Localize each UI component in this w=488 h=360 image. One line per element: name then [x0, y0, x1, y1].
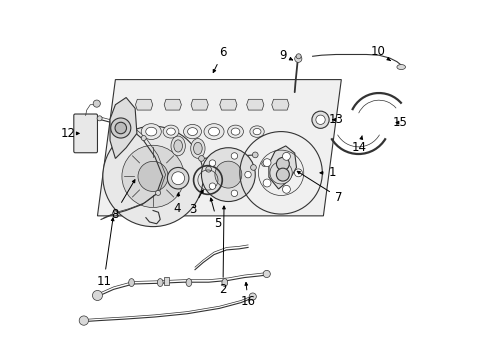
Circle shape [296, 54, 301, 59]
Ellipse shape [145, 127, 157, 136]
Text: 1: 1 [319, 166, 335, 179]
Ellipse shape [208, 127, 219, 136]
Circle shape [205, 166, 211, 172]
Polygon shape [271, 99, 288, 110]
Text: 12: 12 [60, 127, 79, 140]
Circle shape [209, 183, 215, 189]
Circle shape [294, 169, 302, 177]
Circle shape [252, 152, 258, 158]
Polygon shape [246, 99, 264, 110]
Ellipse shape [253, 129, 261, 135]
Circle shape [102, 126, 203, 226]
Ellipse shape [157, 279, 163, 287]
Circle shape [110, 118, 131, 138]
Text: 5: 5 [210, 198, 221, 230]
Circle shape [93, 100, 100, 107]
Polygon shape [268, 146, 296, 189]
Circle shape [155, 190, 160, 195]
Polygon shape [164, 99, 181, 110]
Ellipse shape [193, 142, 202, 154]
Circle shape [115, 122, 126, 134]
Ellipse shape [174, 140, 182, 152]
Circle shape [244, 171, 251, 178]
Polygon shape [110, 98, 137, 158]
Circle shape [138, 161, 168, 192]
Text: 10: 10 [370, 45, 389, 61]
Ellipse shape [231, 128, 240, 135]
Text: 14: 14 [351, 136, 366, 154]
Circle shape [282, 185, 290, 193]
Text: 16: 16 [240, 283, 255, 309]
Text: 3: 3 [188, 190, 203, 216]
Circle shape [141, 135, 146, 140]
Ellipse shape [183, 125, 201, 139]
Circle shape [198, 156, 204, 161]
Circle shape [171, 172, 184, 185]
Circle shape [249, 293, 256, 300]
Text: 2: 2 [219, 206, 226, 296]
Ellipse shape [128, 279, 134, 287]
Ellipse shape [163, 125, 179, 138]
Text: 6: 6 [213, 46, 226, 72]
Circle shape [315, 115, 325, 125]
Circle shape [167, 167, 188, 189]
Circle shape [261, 161, 266, 166]
Circle shape [294, 55, 301, 62]
FancyBboxPatch shape [74, 114, 97, 153]
Circle shape [276, 157, 289, 170]
Circle shape [269, 162, 292, 184]
Ellipse shape [249, 126, 264, 137]
Polygon shape [191, 99, 208, 110]
Circle shape [209, 160, 215, 166]
Ellipse shape [166, 128, 175, 135]
Circle shape [122, 145, 184, 208]
Ellipse shape [227, 125, 243, 138]
Text: 7: 7 [297, 171, 342, 204]
Text: 4: 4 [173, 193, 181, 215]
Ellipse shape [203, 124, 224, 139]
Circle shape [214, 161, 241, 188]
Circle shape [263, 270, 270, 278]
Polygon shape [219, 99, 237, 110]
Text: 9: 9 [279, 49, 292, 62]
Ellipse shape [187, 128, 197, 135]
Circle shape [311, 111, 328, 129]
Polygon shape [163, 277, 169, 285]
Circle shape [276, 168, 289, 181]
Ellipse shape [190, 139, 204, 158]
Circle shape [263, 179, 270, 187]
Text: 11: 11 [96, 218, 114, 288]
Circle shape [112, 211, 117, 216]
Ellipse shape [222, 279, 227, 287]
Text: 13: 13 [328, 113, 343, 126]
Polygon shape [97, 80, 341, 216]
Text: 8: 8 [111, 180, 135, 221]
Text: 15: 15 [392, 116, 407, 129]
Circle shape [231, 153, 237, 159]
Ellipse shape [171, 136, 185, 156]
Circle shape [97, 116, 102, 121]
Ellipse shape [185, 279, 191, 287]
Circle shape [79, 316, 88, 325]
Circle shape [231, 190, 237, 197]
Circle shape [92, 291, 102, 301]
Circle shape [250, 165, 256, 170]
Ellipse shape [396, 64, 405, 69]
Ellipse shape [141, 124, 161, 139]
Circle shape [201, 148, 255, 202]
Polygon shape [135, 99, 152, 110]
Circle shape [282, 152, 290, 160]
Circle shape [263, 159, 270, 167]
